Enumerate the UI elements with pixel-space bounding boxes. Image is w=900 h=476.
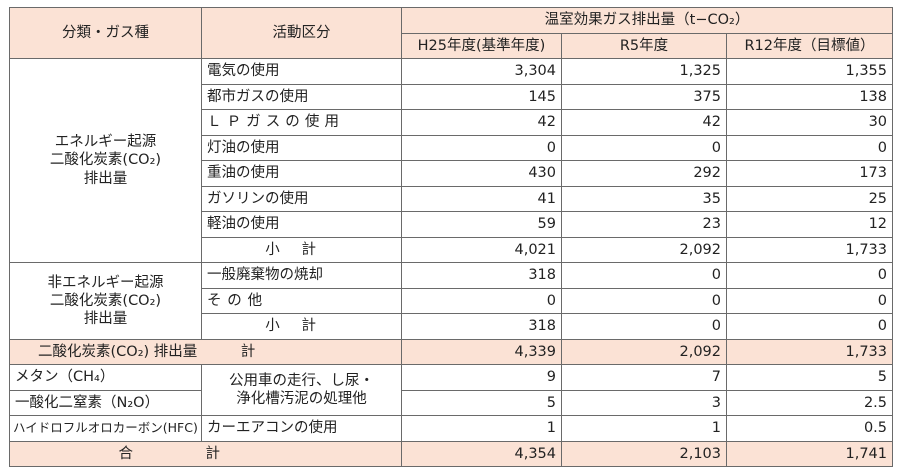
shared-activity-line-2: 浄化槽汚泥の処理他 <box>236 391 367 407</box>
subtotal-value: 318 <box>401 313 562 340</box>
header-category: 分類・ガス種 <box>9 7 202 59</box>
cell-value: 23 <box>561 211 727 238</box>
row-label: 軽油の使用 <box>201 211 402 238</box>
grand-total-value: 1,741 <box>725 440 894 467</box>
header-emission: 温室効果ガス排出量（t−CO₂） <box>400 7 894 34</box>
cell-value: 1 <box>561 415 727 442</box>
cell-value: 0 <box>725 287 894 314</box>
cell-value: 59 <box>401 211 562 238</box>
row-label: 都市ガスの使用 <box>201 83 402 110</box>
subtotal-value: 2,092 <box>561 236 727 263</box>
subtotal-value: 0 <box>725 313 894 340</box>
group-energy-co2: エネルギー起源 二酸化炭素(CO₂) 排出量 <box>9 58 202 263</box>
cell-value: 430 <box>401 160 562 187</box>
total-value: 4,339 <box>401 338 562 365</box>
cell-value: 375 <box>561 83 727 110</box>
cell-value: 0.5 <box>725 415 894 442</box>
row-label: カーエアコンの使用 <box>201 415 402 442</box>
subtotal-value: 4,021 <box>401 236 562 263</box>
cell-value: 0 <box>561 262 727 289</box>
group-non-energy-line-2: 二酸化炭素(CO₂) <box>49 292 162 309</box>
group-non-energy-co2: 非エネルギー起源 二酸化炭素(CO₂) 排出量 <box>9 262 202 340</box>
row-label: 重油の使用 <box>201 160 402 187</box>
row-label: 灯油の使用 <box>201 134 402 161</box>
group-energy-line-3: 排出量 <box>83 170 128 187</box>
cell-value: 7 <box>561 364 727 391</box>
cell-value: 3 <box>561 389 727 416</box>
group-energy-line-1: エネルギー起源 <box>54 134 157 151</box>
gas-label-methane: メタン（CH₄） <box>9 364 202 391</box>
cell-value: 0 <box>401 287 562 314</box>
cell-value: 5 <box>725 364 894 391</box>
header-year-r12: R12年度（目標値） <box>725 32 894 59</box>
cell-value: 0 <box>725 134 894 161</box>
cell-value: 292 <box>561 160 727 187</box>
cell-value: 30 <box>725 109 894 136</box>
cell-value: 173 <box>725 160 894 187</box>
cell-value: 138 <box>725 83 894 110</box>
group-non-energy-line-3: 排出量 <box>83 310 128 327</box>
non-energy-subtotal-label: 小計 <box>201 313 402 340</box>
shared-activity: 公用車の走行、し尿・ 浄化槽汚泥の処理他 <box>201 364 402 416</box>
cell-value: 0 <box>561 287 727 314</box>
row-label: ガソリンの使用 <box>201 185 402 212</box>
cell-value: 42 <box>561 109 727 136</box>
shared-activity-line-1: 公用車の走行、し尿・ <box>229 372 374 389</box>
cell-value: 0 <box>561 134 727 161</box>
cell-value: 35 <box>561 185 727 212</box>
cell-value: 318 <box>401 262 562 289</box>
cell-value: 0 <box>725 262 894 289</box>
energy-subtotal-label: 小計 <box>201 236 402 263</box>
total-value: 1,733 <box>725 338 894 365</box>
header-activity: 活動区分 <box>201 7 402 59</box>
row-label: 一般廃棄物の焼却 <box>201 262 402 289</box>
cell-value: 5 <box>401 389 562 416</box>
gas-label-hfc: ハイドロフルオロカーボン(HFC) <box>9 415 202 442</box>
row-label: ＬＰガスの使用 <box>201 109 402 136</box>
subtotal-value: 0 <box>561 313 727 340</box>
row-label: 電気の使用 <box>201 58 402 85</box>
cell-value: 3,304 <box>401 58 562 85</box>
grand-total-label: 合計 <box>9 440 402 467</box>
group-non-energy-line-1: 非エネルギー起源 <box>47 274 164 291</box>
cell-value: 41 <box>401 185 562 212</box>
row-label: その他 <box>201 287 402 314</box>
group-energy-line-2: 二酸化炭素(CO₂) <box>49 152 162 169</box>
header-year-r5: R5年度 <box>561 32 727 59</box>
gas-label-n2o: 一酸化二窒素（N₂O） <box>9 389 202 416</box>
cell-value: 1 <box>401 415 562 442</box>
grand-total-value: 4,354 <box>401 440 562 467</box>
grand-total-value: 2,103 <box>561 440 727 467</box>
co2-total-label: 二酸化炭素(CO₂) 排出量 計 <box>9 338 402 365</box>
cell-value: 0 <box>401 134 562 161</box>
cell-value: 12 <box>725 211 894 238</box>
cell-value: 145 <box>401 83 562 110</box>
subtotal-value: 1,733 <box>725 236 894 263</box>
cell-value: 9 <box>401 364 562 391</box>
cell-value: 1,355 <box>725 58 894 85</box>
total-value: 2,092 <box>561 338 727 365</box>
cell-value: 1,325 <box>561 58 727 85</box>
cell-value: 42 <box>401 109 562 136</box>
cell-value: 2.5 <box>725 389 894 416</box>
header-year-base: H25年度(基準年度) <box>401 32 562 59</box>
emissions-table: 分類・ガス種 活動区分 温室効果ガス排出量（t−CO₂） H25年度(基準年度)… <box>9 7 894 467</box>
cell-value: 25 <box>725 185 894 212</box>
